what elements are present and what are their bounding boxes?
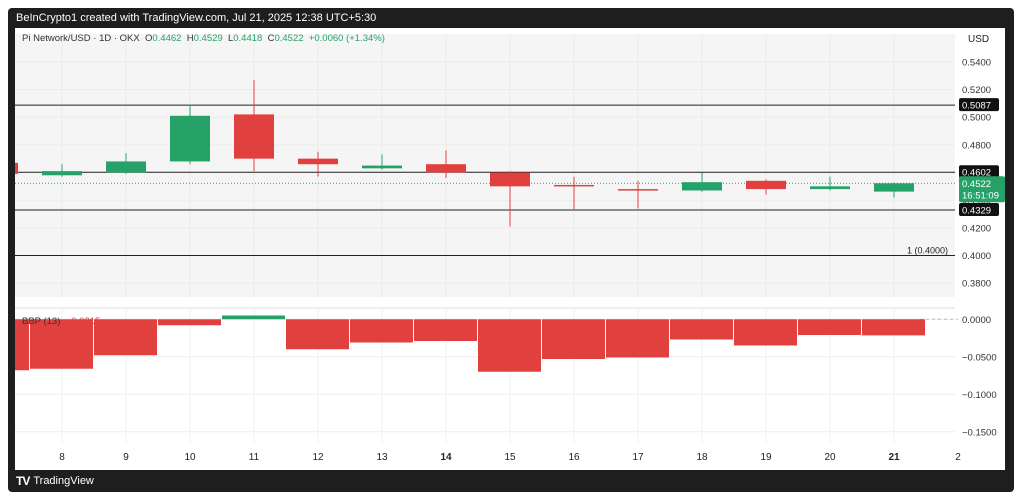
bbp-bar xyxy=(15,319,29,371)
candle-body xyxy=(106,161,146,173)
x-tick-label: 21 xyxy=(888,452,900,463)
high-value: 0.4529 xyxy=(193,33,223,44)
bbp-bar xyxy=(798,319,861,335)
footer: TV TradingView xyxy=(16,474,94,488)
candle-body xyxy=(298,158,338,165)
bbp-bar xyxy=(350,319,413,343)
tradingview-logo-icon: TV xyxy=(16,474,30,488)
level-price-tag-label: 0.5087 xyxy=(962,101,991,112)
bbp-value: −0.0215 xyxy=(65,316,101,327)
bbp-tick-label: −0.0500 xyxy=(962,352,997,363)
high-label: H xyxy=(186,33,194,44)
price-tick-label: 0.5400 xyxy=(962,57,991,68)
x-tick-label: 17 xyxy=(632,452,644,463)
bbp-bar xyxy=(414,319,477,341)
x-tick-label: 20 xyxy=(824,452,836,463)
x-tick-label: 8 xyxy=(59,452,65,463)
price-tick-label: 0.4800 xyxy=(962,140,991,151)
x-tick-label: 14 xyxy=(440,452,452,463)
price-tick-label: 0.5000 xyxy=(962,113,991,124)
countdown-label: 16:51:09 xyxy=(962,190,999,201)
price-legend: Pi Network/USD · 1D · OKX O0.4462 H0.452… xyxy=(22,33,385,44)
bbp-bar xyxy=(286,319,349,350)
bbp-bar xyxy=(478,319,541,372)
level-price-tag-label: 0.4602 xyxy=(962,168,991,179)
bbp-bar xyxy=(94,319,157,356)
level-price-tag xyxy=(959,165,999,179)
candle-body xyxy=(874,183,914,192)
x-tick-label: 19 xyxy=(760,452,772,463)
candle-body xyxy=(490,172,530,187)
price-tick-label: 0.4000 xyxy=(962,251,991,262)
candle-body xyxy=(810,186,850,190)
bbp-bar xyxy=(606,319,669,358)
x-tick-label: 18 xyxy=(696,452,708,463)
price-tick-label: 0.4200 xyxy=(962,223,991,234)
x-tick-label: 16 xyxy=(568,452,580,463)
candle-body xyxy=(234,114,274,159)
candle-body xyxy=(42,171,82,176)
bbp-bar xyxy=(158,319,221,326)
currency-label[interactable]: USD xyxy=(968,34,990,45)
candle-body xyxy=(746,180,786,190)
level-price-tag-label: 0.4329 xyxy=(962,205,991,216)
attribution-text: BeInCrypto1 created with TradingView.com… xyxy=(16,12,377,24)
bbp-tick-label: 0.0000 xyxy=(962,315,991,326)
bbp-legend: BBP (13) −0.0215 xyxy=(22,316,100,327)
bbp-name: BBP (13) xyxy=(22,316,61,327)
open-label: O xyxy=(145,33,153,44)
low-label: L xyxy=(227,33,234,44)
bbp-bar xyxy=(222,315,285,320)
candle-body xyxy=(170,115,210,162)
level-price-tag xyxy=(959,98,999,112)
x-tick-label: 9 xyxy=(123,452,129,463)
change-value: +0.0060 (+1.34%) xyxy=(308,33,385,44)
x-tick-label: 12 xyxy=(312,452,324,463)
low-value: 0.4418 xyxy=(233,33,263,44)
x-tick-label: 13 xyxy=(376,452,388,463)
level-label: 1 (0.4000) xyxy=(907,246,948,256)
candle-body xyxy=(426,164,466,173)
bbp-bar xyxy=(30,319,93,369)
bbp-tick-label: −0.1000 xyxy=(962,390,997,401)
price-tick-label: 0.5200 xyxy=(962,85,991,96)
x-tick-label: 11 xyxy=(249,452,260,463)
candle-body xyxy=(554,184,594,187)
x-tick-label: 2 xyxy=(955,452,961,463)
footer-brand: TradingView xyxy=(33,475,94,487)
bbp-bar xyxy=(670,319,733,340)
candle-body xyxy=(618,189,658,191)
candle-body xyxy=(362,165,402,169)
bbp-bar xyxy=(862,319,925,336)
open-value: 0.4462 xyxy=(152,33,182,44)
bbp-bar xyxy=(542,319,605,359)
price-tick-label: 0.3800 xyxy=(962,279,991,290)
candle-body xyxy=(682,182,722,191)
bbp-tick-label: −0.1500 xyxy=(962,427,997,438)
current-price-label: 0.4522 xyxy=(962,179,991,190)
symbol-label: Pi Network/USD · 1D · OKX xyxy=(22,33,140,44)
close-label: C xyxy=(267,33,275,44)
close-value: 0.4522 xyxy=(274,33,304,44)
bbp-bar xyxy=(734,319,797,346)
x-tick-label: 10 xyxy=(184,452,196,463)
level-price-tag xyxy=(959,202,999,216)
candle-body xyxy=(15,162,18,174)
x-tick-label: 15 xyxy=(504,452,516,463)
price-pane-bg xyxy=(15,34,955,297)
current-price-tag xyxy=(959,176,1005,203)
